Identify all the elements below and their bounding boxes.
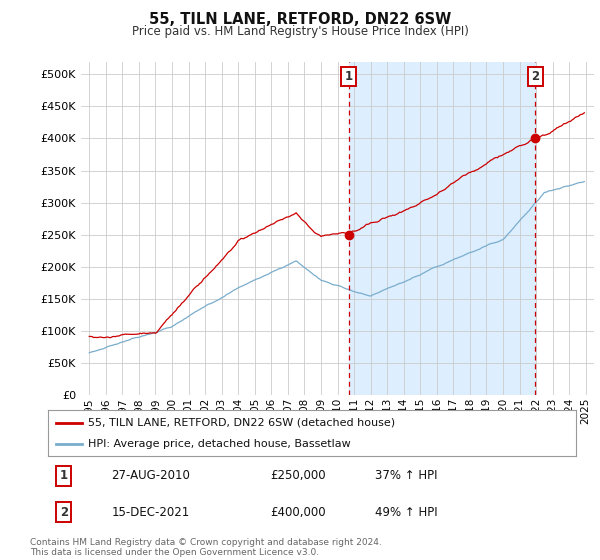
Text: 27-AUG-2010: 27-AUG-2010 bbox=[112, 469, 190, 482]
Bar bbox=[349, 62, 535, 395]
Text: 49% ↑ HPI: 49% ↑ HPI bbox=[376, 506, 438, 519]
Text: 37% ↑ HPI: 37% ↑ HPI bbox=[376, 469, 438, 482]
Text: 2: 2 bbox=[532, 70, 539, 83]
Text: £400,000: £400,000 bbox=[270, 506, 325, 519]
Text: Price paid vs. HM Land Registry's House Price Index (HPI): Price paid vs. HM Land Registry's House … bbox=[131, 25, 469, 38]
Text: 15-DEC-2021: 15-DEC-2021 bbox=[112, 506, 190, 519]
Text: 55, TILN LANE, RETFORD, DN22 6SW: 55, TILN LANE, RETFORD, DN22 6SW bbox=[149, 12, 451, 27]
Text: 1: 1 bbox=[60, 469, 68, 482]
Text: 1: 1 bbox=[344, 70, 353, 83]
Text: HPI: Average price, detached house, Bassetlaw: HPI: Average price, detached house, Bass… bbox=[88, 439, 350, 449]
Text: £250,000: £250,000 bbox=[270, 469, 325, 482]
Text: Contains HM Land Registry data © Crown copyright and database right 2024.
This d: Contains HM Land Registry data © Crown c… bbox=[30, 538, 382, 557]
Text: 55, TILN LANE, RETFORD, DN22 6SW (detached house): 55, TILN LANE, RETFORD, DN22 6SW (detach… bbox=[88, 418, 395, 428]
Text: 2: 2 bbox=[60, 506, 68, 519]
